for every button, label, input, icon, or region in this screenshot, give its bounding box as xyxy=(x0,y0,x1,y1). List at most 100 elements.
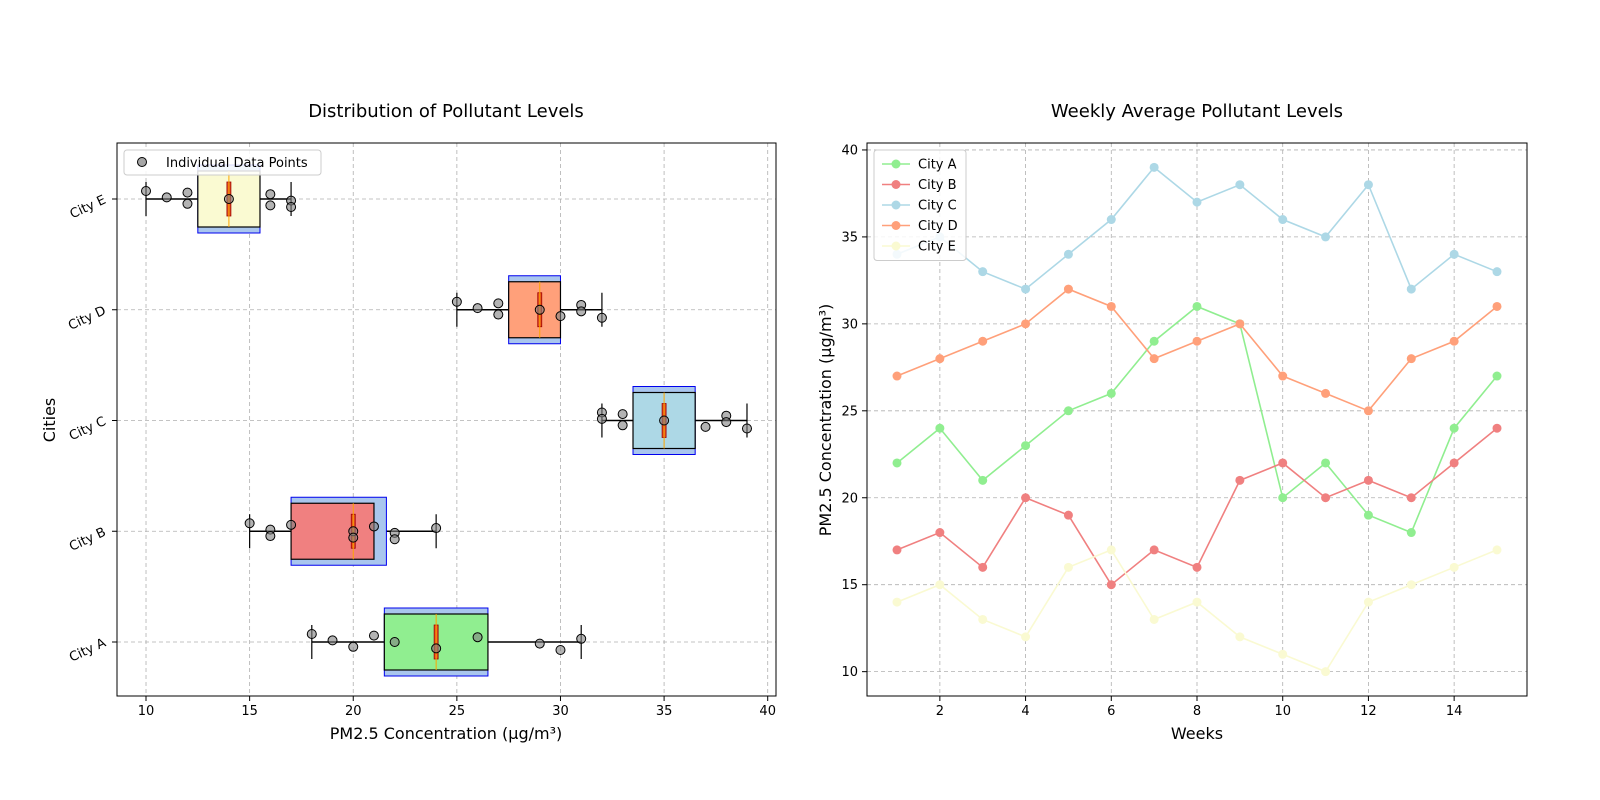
series-point xyxy=(1278,215,1288,225)
series-point xyxy=(1492,371,1502,381)
linechart-marks xyxy=(892,162,1502,677)
series-point xyxy=(1021,284,1031,294)
data-point xyxy=(286,519,297,530)
boxplot-x-axis-label: PM2.5 Concentration (µg/m³) xyxy=(330,724,562,743)
data-point xyxy=(368,521,379,532)
series-point xyxy=(1235,180,1245,190)
data-point xyxy=(700,421,711,432)
boxplot-x-tick-label: 40 xyxy=(759,704,776,719)
box-city-c xyxy=(596,386,752,455)
series-point xyxy=(1321,458,1331,468)
data-point xyxy=(659,415,670,426)
data-point xyxy=(576,633,587,644)
linechart-legend-label-city-e: City E xyxy=(918,240,956,255)
data-point xyxy=(493,298,504,309)
series-point xyxy=(1278,371,1288,381)
data-point xyxy=(182,187,193,198)
series-point xyxy=(1278,649,1288,659)
series-point xyxy=(892,458,902,468)
series-point xyxy=(1106,545,1116,555)
data-point xyxy=(741,423,752,434)
series-point xyxy=(1021,319,1031,329)
linechart-title: Weekly Average Pollutant Levels xyxy=(1051,101,1343,122)
data-point xyxy=(389,534,400,545)
series-city-b xyxy=(892,423,1502,590)
series-point xyxy=(892,371,902,381)
data-point xyxy=(534,638,545,649)
series-point xyxy=(1192,562,1202,572)
data-point xyxy=(555,311,566,322)
data-point xyxy=(596,312,607,323)
data-point xyxy=(472,632,483,643)
linechart-y-tick-label: 20 xyxy=(841,491,858,506)
linechart-legend-frame xyxy=(873,149,967,261)
series-point xyxy=(1321,388,1331,398)
data-point xyxy=(493,309,504,320)
series-point xyxy=(1149,614,1159,624)
series-point xyxy=(1235,475,1245,485)
linechart-x-tick-label: 12 xyxy=(1360,704,1377,719)
data-point xyxy=(472,303,483,314)
series-point xyxy=(1192,301,1202,311)
linechart-x-tick-label: 2 xyxy=(936,704,944,719)
linechart-legend-label-city-d: City D xyxy=(918,219,958,234)
data-point xyxy=(244,518,255,529)
linechart-legend-marker xyxy=(891,200,901,210)
series-point xyxy=(1149,354,1159,364)
series-point xyxy=(1363,406,1373,416)
data-point xyxy=(534,304,545,315)
data-point xyxy=(286,202,297,212)
series-point xyxy=(1363,180,1373,190)
linechart-legend-marker xyxy=(891,159,901,169)
box-city-a xyxy=(306,607,587,677)
data-point xyxy=(721,417,732,428)
linechart-legend-label-city-c: City C xyxy=(918,199,957,214)
boxplot-x-tick-label: 20 xyxy=(345,704,362,719)
linechart-legend-label-city-a: City A xyxy=(918,158,957,173)
series-point xyxy=(1278,493,1288,503)
series-point xyxy=(1363,510,1373,520)
boxplot-legend-marker xyxy=(137,157,147,167)
data-point xyxy=(265,200,276,211)
series-city-e xyxy=(892,545,1502,677)
series-point xyxy=(978,475,988,485)
series-point xyxy=(1363,475,1373,485)
series-point xyxy=(1321,667,1331,677)
linechart-y-tick-label: 35 xyxy=(841,230,858,245)
linechart-grid xyxy=(867,143,1527,696)
linechart-panel: Weekly Average Pollutant Levels 2 4 6 8 10 12… xyxy=(816,101,1528,743)
series-point xyxy=(978,562,988,572)
series-point xyxy=(1192,336,1202,346)
linechart-x-tick-label: 4 xyxy=(1021,704,1029,719)
linechart-x-ticks: 2 4 6 8 10 12 14 xyxy=(936,696,1462,719)
series-point xyxy=(1063,249,1073,259)
linechart-legend-marker xyxy=(891,241,901,251)
series-point xyxy=(1449,458,1459,468)
boxplot-x-tick-label: 25 xyxy=(449,704,466,719)
data-point xyxy=(327,635,338,646)
series-point xyxy=(1492,301,1502,311)
series-point xyxy=(978,267,988,277)
linechart-y-axis-label: PM2.5 Concentration (µg/m³) xyxy=(816,304,835,536)
box-city-e xyxy=(141,164,297,234)
data-point xyxy=(576,306,587,317)
series-point xyxy=(1063,406,1073,416)
boxplot-x-tick-label: 10 xyxy=(138,704,155,719)
linechart-x-axis-label: Weeks xyxy=(1171,724,1223,743)
data-point xyxy=(265,189,276,200)
boxplot-x-tick-label: 30 xyxy=(552,704,569,719)
data-point xyxy=(223,194,234,204)
series-point xyxy=(1406,580,1416,590)
series-point xyxy=(1021,632,1031,642)
linechart-y-tick-label: 10 xyxy=(841,665,858,680)
series-point xyxy=(1149,336,1159,346)
series-point xyxy=(1106,301,1116,311)
series-point xyxy=(1321,232,1331,242)
boxplot-legend-frame xyxy=(123,149,322,176)
linechart-y-tick-label: 15 xyxy=(841,578,858,593)
series-point xyxy=(1492,545,1502,555)
series-point xyxy=(1406,528,1416,538)
series-point xyxy=(1406,284,1416,294)
linechart-legend-label-city-b: City B xyxy=(918,178,957,193)
